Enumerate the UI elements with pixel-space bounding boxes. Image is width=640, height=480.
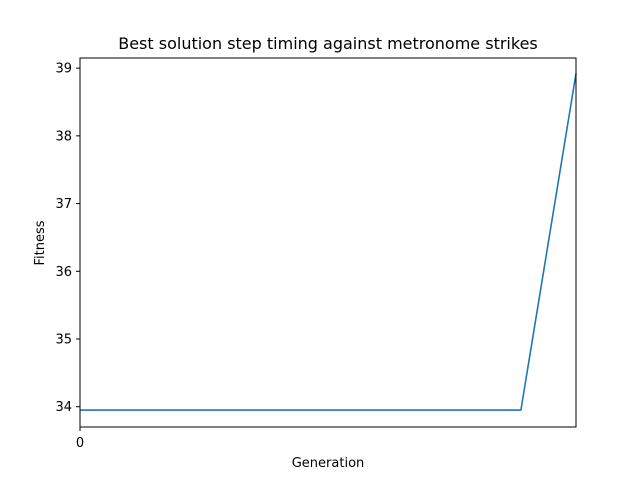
y-axis-label: Fitness xyxy=(33,220,48,265)
series-line-0 xyxy=(80,73,577,411)
plot-area: 0 34 35 36 37 38 39 xyxy=(55,57,577,451)
chart-title: Best solution step timing against metron… xyxy=(118,34,538,53)
y-axis-ticks: 34 35 36 37 38 39 xyxy=(55,62,80,415)
y-tick-label: 36 xyxy=(55,265,72,280)
x-axis-ticks: 0 xyxy=(76,427,84,451)
y-tick-label: 38 xyxy=(55,129,72,144)
x-tick-label: 0 xyxy=(76,436,84,451)
plot-background xyxy=(80,58,576,427)
y-tick-label: 34 xyxy=(55,400,72,415)
y-tick-label: 39 xyxy=(55,62,72,77)
plot-frame xyxy=(79,57,577,428)
x-axis-label: Generation xyxy=(292,456,365,471)
series-layer xyxy=(80,73,577,411)
y-tick-label: 35 xyxy=(55,332,72,347)
y-tick-label: 37 xyxy=(55,197,72,212)
